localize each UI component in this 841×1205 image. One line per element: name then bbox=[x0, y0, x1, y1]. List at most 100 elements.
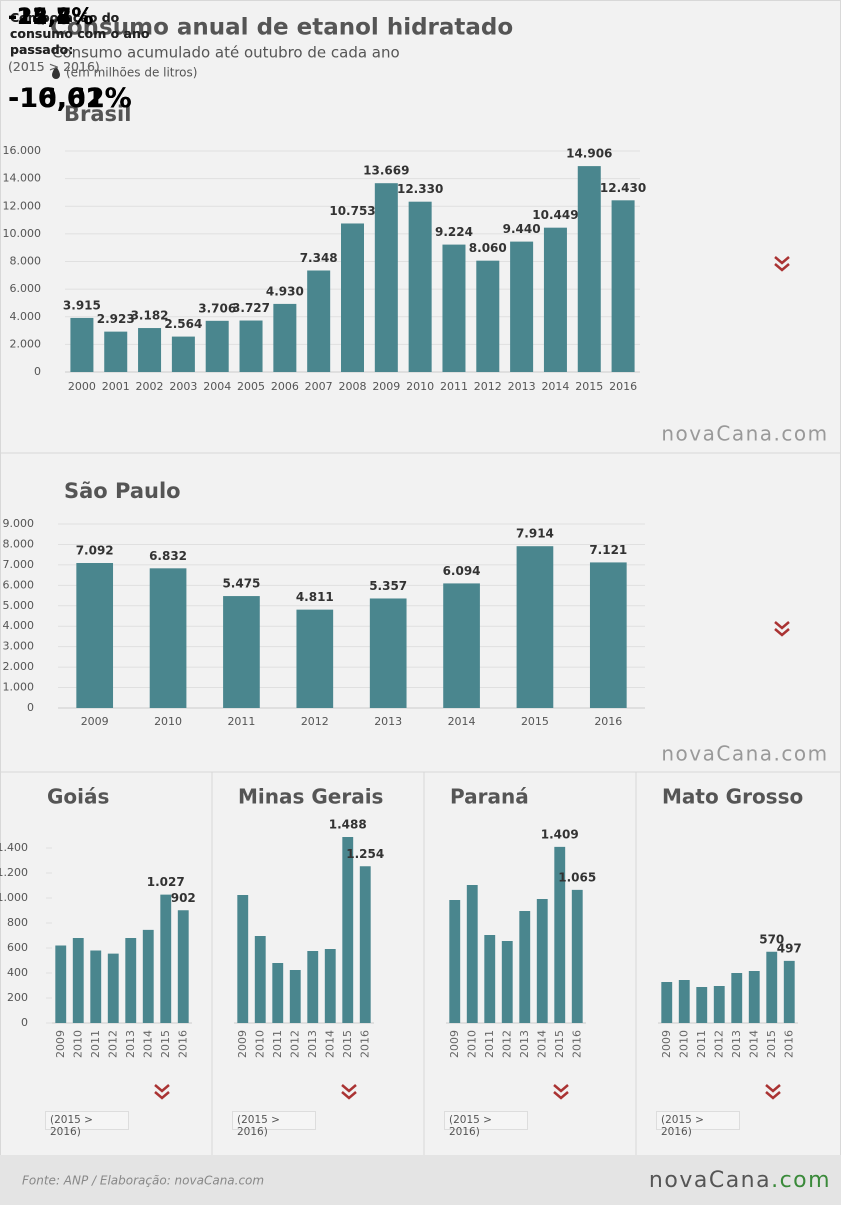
y-tick-label: 16.000 bbox=[3, 144, 42, 157]
x-tick-label: 2011 bbox=[695, 1030, 708, 1058]
bar bbox=[449, 900, 461, 1023]
x-tick-label: 2014 bbox=[535, 1030, 548, 1058]
y-tick-label: 5.000 bbox=[3, 599, 35, 612]
value-label: 6.094 bbox=[443, 564, 481, 578]
bar bbox=[783, 960, 795, 1023]
bar bbox=[501, 941, 513, 1023]
x-tick-label: 2009 bbox=[448, 1030, 461, 1058]
bar bbox=[341, 223, 364, 372]
x-tick-label: 2004 bbox=[203, 380, 231, 393]
bar bbox=[748, 971, 760, 1023]
period: (2015 > 2016) bbox=[444, 1111, 528, 1138]
y-tick-label: 4.000 bbox=[10, 310, 42, 323]
x-tick-label: 2016 bbox=[570, 1030, 583, 1058]
value-label: 7.092 bbox=[76, 544, 114, 558]
value-label: 4.811 bbox=[296, 590, 334, 604]
bar bbox=[713, 986, 725, 1023]
bar bbox=[177, 910, 189, 1023]
footer-logo: novaCana.com bbox=[649, 1168, 831, 1193]
x-tick-label: 2015 bbox=[159, 1030, 172, 1058]
y-tick-label: 0 bbox=[34, 365, 41, 378]
bar bbox=[70, 317, 94, 372]
x-tick-label: 2007 bbox=[305, 380, 333, 393]
value-label: 902 bbox=[171, 891, 196, 905]
value-label: 6.832 bbox=[149, 549, 187, 563]
x-tick-label: 2011 bbox=[89, 1030, 102, 1058]
value-label: 570 bbox=[759, 932, 784, 946]
y-tick-label: 14.000 bbox=[3, 172, 42, 185]
x-tick-label: 2000 bbox=[68, 380, 96, 393]
bar bbox=[107, 953, 119, 1023]
value-label: 12.430 bbox=[600, 181, 646, 195]
x-tick-label: 2008 bbox=[339, 380, 367, 393]
x-tick-label: 2015 bbox=[765, 1030, 778, 1058]
y-tick-label: 0 bbox=[27, 701, 34, 714]
y-tick-label: 0 bbox=[21, 1016, 28, 1029]
y-tick-label: 8.000 bbox=[3, 537, 35, 550]
value-label: 5.357 bbox=[369, 579, 407, 593]
y-tick-label: 200 bbox=[7, 991, 28, 1004]
y-tick-label: 800 bbox=[7, 916, 28, 929]
panel-title: Paraná bbox=[450, 785, 529, 809]
value-label: 7.914 bbox=[516, 527, 554, 541]
value-label: 14.906 bbox=[566, 147, 612, 161]
y-tick-label: 3.000 bbox=[3, 640, 35, 653]
bar bbox=[661, 982, 673, 1023]
footer-bar bbox=[0, 1155, 841, 1205]
bar bbox=[374, 183, 398, 372]
bar bbox=[543, 227, 567, 372]
bar bbox=[104, 331, 128, 372]
x-tick-label: 2009 bbox=[372, 380, 400, 393]
bar bbox=[519, 911, 531, 1023]
bar bbox=[466, 885, 478, 1023]
comparison-label: Comporação do consumo com o ano passado: bbox=[10, 10, 150, 57]
bar bbox=[272, 963, 284, 1023]
y-tick-label: 4.000 bbox=[3, 619, 35, 632]
title: Consumo anual de etanol hidratado bbox=[50, 15, 513, 41]
drop-icon bbox=[52, 66, 60, 79]
x-tick-label: 2012 bbox=[106, 1030, 119, 1058]
bar bbox=[324, 949, 336, 1023]
y-tick-label: 2.000 bbox=[10, 337, 42, 350]
source: Fonte: ANP / Elaboração: novaCana.com bbox=[22, 1174, 264, 1188]
bar bbox=[589, 562, 627, 708]
bar bbox=[510, 241, 534, 372]
bar bbox=[142, 929, 154, 1023]
y-tick-label: 400 bbox=[7, 966, 28, 979]
x-tick-label: 2009 bbox=[660, 1030, 673, 1058]
x-tick-label: 2010 bbox=[154, 715, 182, 728]
bar bbox=[342, 837, 354, 1023]
value-label: 1.254 bbox=[346, 847, 384, 861]
bar bbox=[484, 935, 496, 1023]
bar bbox=[611, 200, 635, 372]
bar bbox=[239, 320, 263, 372]
x-tick-label: 2015 bbox=[553, 1030, 566, 1058]
down-chevron bbox=[553, 1084, 569, 1100]
x-tick-label: 2016 bbox=[594, 715, 622, 728]
x-tick-label: 2009 bbox=[81, 715, 109, 728]
change: -16,61% bbox=[8, 83, 132, 114]
period: (2015 > 2016) bbox=[8, 59, 100, 74]
change: -10,02% bbox=[8, 83, 132, 114]
x-tick-label: 2014 bbox=[141, 1030, 154, 1058]
bar bbox=[369, 598, 407, 708]
comparison-box: Comporação do consumo com o ano passado:… bbox=[0, 0, 159, 129]
panel-title: Minas Gerais bbox=[238, 785, 383, 809]
bar bbox=[571, 889, 583, 1023]
bar bbox=[125, 938, 137, 1023]
bar bbox=[55, 945, 67, 1023]
subtitle: Consumo acumulado até outubro de cada an… bbox=[52, 44, 400, 62]
x-tick-label: 2014 bbox=[448, 715, 476, 728]
x-tick-label: 2014 bbox=[541, 380, 569, 393]
bar bbox=[273, 303, 297, 372]
bar bbox=[536, 899, 548, 1023]
x-tick-label: 2011 bbox=[440, 380, 468, 393]
bar bbox=[254, 936, 266, 1023]
period: (2015 > 2016) bbox=[8, 59, 100, 74]
down-chevron bbox=[765, 1084, 781, 1100]
bar bbox=[149, 568, 187, 708]
down-chevron bbox=[341, 1084, 357, 1100]
x-tick-label: 2016 bbox=[782, 1030, 795, 1058]
